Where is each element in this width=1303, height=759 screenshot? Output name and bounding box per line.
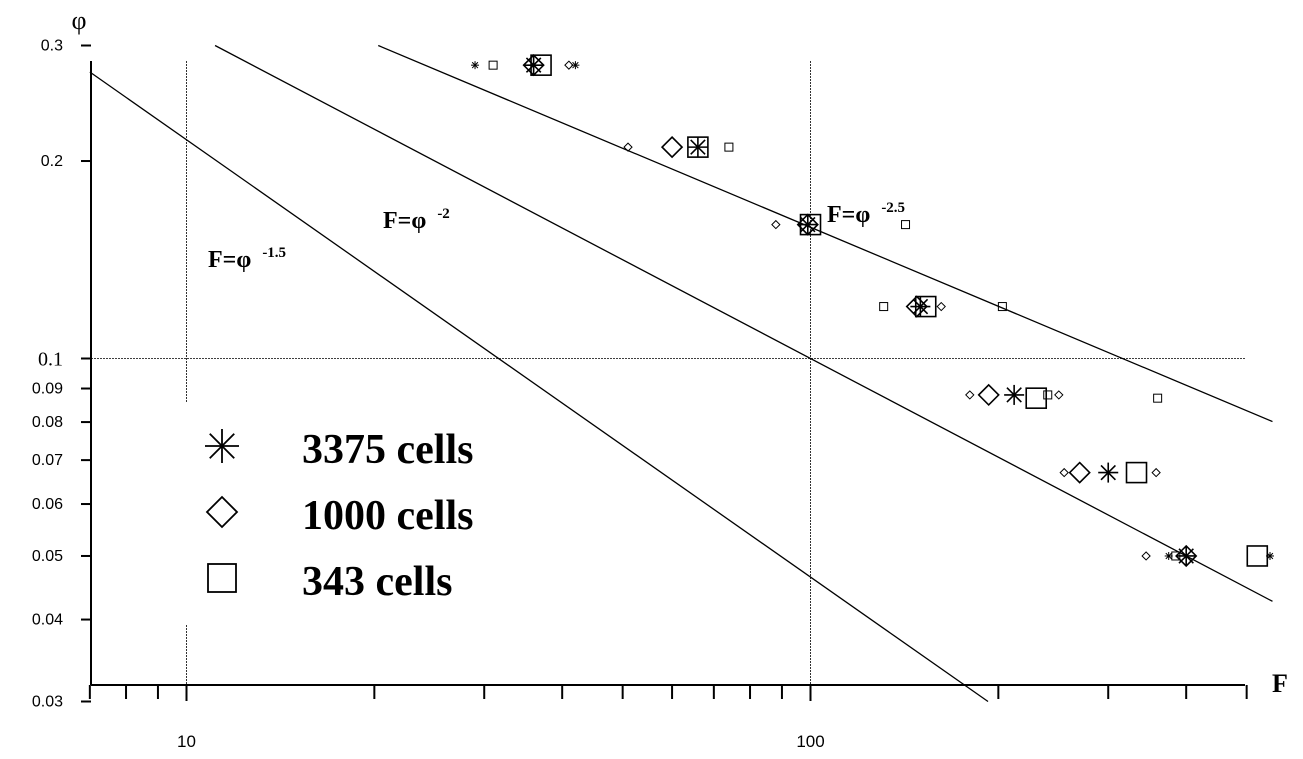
y-axis-title: φ (71, 6, 86, 35)
legend: 3375 cells 1000 cells 343 cells (205, 427, 473, 605)
small-marker-square (1171, 551, 1181, 561)
data-point-asterisk (1176, 545, 1197, 566)
y-tick-label: 0.06 (32, 496, 63, 513)
small-marker-diamond (1059, 467, 1069, 478)
y-tick-label: 0.2 (41, 153, 63, 170)
y-tick-label: 0.09 (32, 381, 63, 398)
legend-asterisk-symbol (205, 429, 239, 463)
y-tick-label: 0.04 (32, 612, 63, 629)
legend-asterisk-shape (205, 429, 239, 463)
data-markers (471, 54, 1275, 568)
axes: 0.03 0.04 0.05 0.06 0.07 0.08 0.09 0.1 0.2 0.3 10 1… (32, 38, 1248, 751)
legend-square-shape (207, 563, 237, 593)
legend-label-3375: 3375 cells (302, 427, 473, 473)
small-marker-square (879, 302, 889, 312)
data-point-diamond (660, 135, 684, 159)
small-marker-square (1153, 393, 1163, 403)
data-point-asterisk (1098, 462, 1119, 483)
data-point-asterisk (523, 55, 544, 76)
small-marker-diamond (1054, 390, 1064, 400)
small-marker-asterisk (571, 61, 580, 70)
data-point-square (1025, 387, 1048, 409)
data-point-square (1246, 545, 1269, 567)
y-tick-label: 0.3 (41, 38, 63, 55)
eq-2.5-base: F=φ (827, 202, 870, 228)
small-marker-square (488, 60, 498, 70)
legend-label-343: 343 cells (302, 559, 452, 605)
reference-lines (89, 44, 1273, 703)
small-marker-square (1043, 390, 1053, 400)
data-point-square (914, 295, 937, 318)
data-point-square (687, 136, 709, 158)
reference-line (89, 71, 989, 703)
x-tick-label: 10 (177, 732, 196, 751)
legend-label-1000: 1000 cells (302, 493, 473, 539)
data-point-square (530, 54, 552, 76)
x-axis-title: F (1272, 669, 1288, 698)
small-marker-square (997, 302, 1007, 312)
x-tick-label: 100 (796, 732, 824, 751)
grid-lines (91, 61, 1245, 685)
reference-line (377, 44, 1273, 423)
reference-line (214, 44, 1273, 602)
y-tick-label: 0.08 (32, 414, 63, 431)
eq-label-2.5: F=φ -2.5 (827, 200, 905, 228)
small-marker-square (724, 142, 734, 152)
eq-1.5-exp: -1.5 (262, 245, 286, 261)
legend-square-symbol (207, 563, 237, 593)
legend-diamond-shape (205, 495, 239, 529)
y-tick-label: 0.1 (38, 349, 63, 371)
small-marker-diamond (771, 219, 781, 230)
data-point-diamond (1068, 461, 1091, 484)
y-tick-label: 0.07 (32, 452, 63, 469)
small-marker-diamond (1141, 551, 1151, 561)
data-point-asterisk (1004, 384, 1025, 405)
small-marker-diamond (965, 390, 975, 400)
small-marker-square (901, 220, 911, 230)
data-point-square (1125, 461, 1148, 484)
small-marker-diamond (1151, 467, 1161, 478)
small-marker-diamond (564, 60, 574, 70)
eq-1.5-base: F=φ (208, 247, 251, 273)
small-marker-asterisk (1266, 551, 1275, 560)
eq-label-1.5: F=φ -1.5 (208, 245, 286, 273)
data-point-diamond (977, 383, 1000, 407)
data-point-asterisk (687, 137, 708, 158)
data-point-square (799, 213, 822, 236)
small-marker-diamond (936, 301, 946, 312)
eq-2-base: F=φ (383, 208, 426, 234)
eq-label-2: F=φ -2 (383, 206, 450, 234)
small-marker-asterisk (471, 61, 480, 70)
eq-2.5-exp: -2.5 (881, 200, 905, 216)
eq-2-exp: -2 (437, 206, 450, 222)
y-tick-label: 0.03 (32, 694, 63, 711)
y-tick-label: 0.05 (32, 548, 63, 565)
small-marker-diamond (623, 142, 633, 152)
legend-diamond-symbol (205, 495, 239, 529)
